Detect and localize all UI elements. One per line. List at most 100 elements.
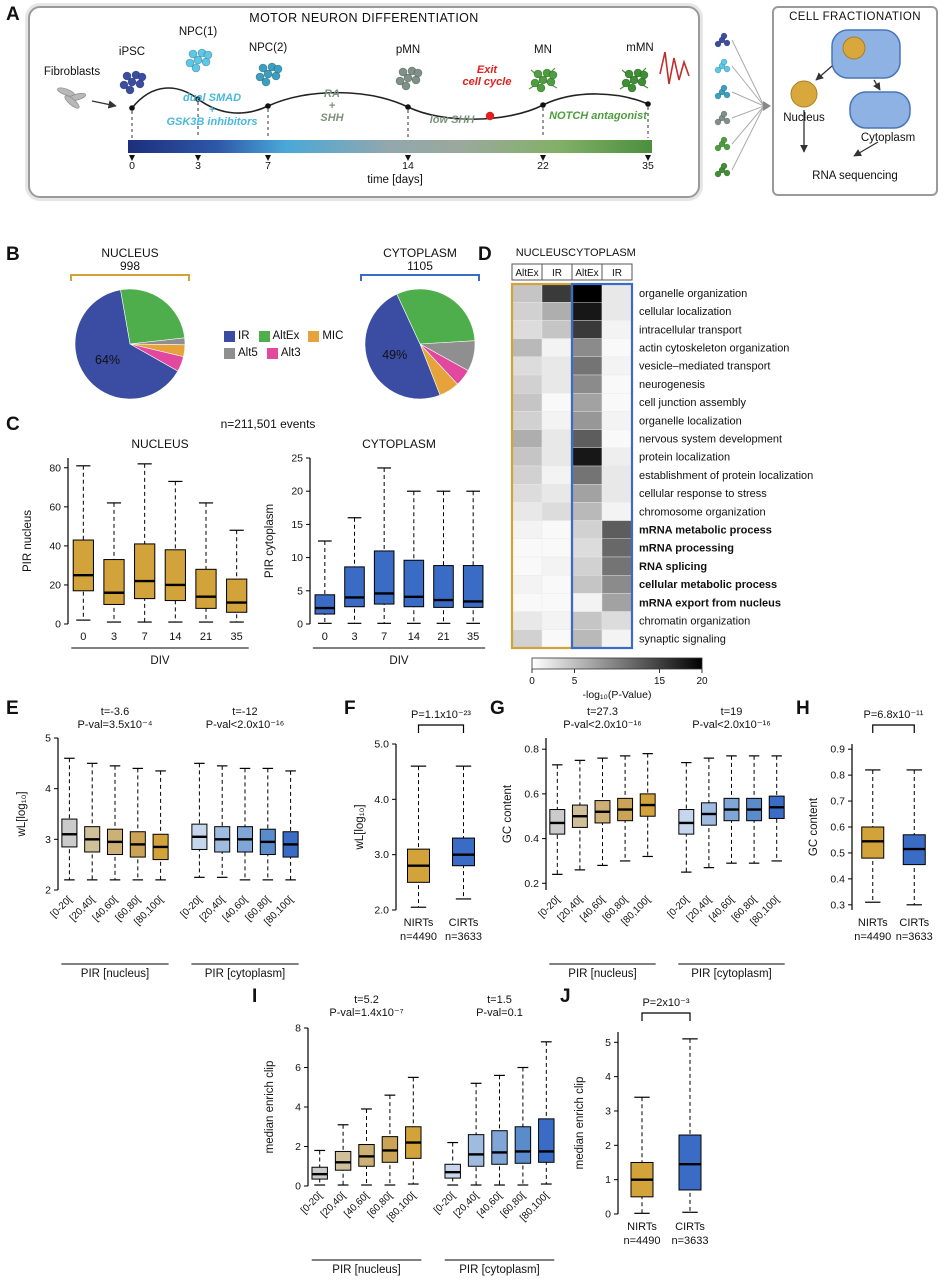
svg-text:35: 35 bbox=[467, 631, 479, 643]
svg-text:vesicle–mediated transport: vesicle–mediated transport bbox=[639, 361, 770, 373]
go-term-heatmap: NUCLEUS CYTOPLASM AltEx IR AltEx IR organelle … bbox=[498, 244, 942, 705]
svg-text:0.4: 0.4 bbox=[830, 873, 845, 885]
legend-label-alt5: Alt5 bbox=[238, 347, 258, 359]
treatment-dual-smad-line2: + bbox=[208, 104, 216, 116]
svg-text:PIR cytoplasm: PIR cytoplasm bbox=[264, 504, 276, 578]
svg-text:RNA splicing: RNA splicing bbox=[639, 561, 707, 573]
svg-text:P-val=1.4x10⁻⁷: P-val=1.4x10⁻⁷ bbox=[329, 1007, 403, 1019]
fractionation-schematic bbox=[790, 29, 911, 157]
mini-stage-icon bbox=[714, 110, 731, 126]
svg-text:1: 1 bbox=[605, 1174, 611, 1186]
cell-to-nucleus-arrow bbox=[815, 65, 833, 81]
svg-text:15: 15 bbox=[654, 676, 666, 687]
cell-nucleus-icon bbox=[842, 36, 866, 60]
timeline-bar bbox=[128, 140, 652, 153]
svg-text:t=19: t=19 bbox=[721, 706, 743, 718]
svg-text:NIRTs: NIRTs bbox=[404, 917, 434, 929]
timeline-tick-22: 22 bbox=[537, 160, 549, 172]
pie-cytoplasm-count: 1105 bbox=[407, 259, 433, 273]
svg-text:PIR nucleus: PIR nucleus bbox=[22, 510, 34, 572]
cytoplasm-pie-chart: 49% bbox=[359, 284, 481, 405]
stage-label-mn: MN bbox=[534, 44, 552, 56]
svg-text:0.6: 0.6 bbox=[830, 822, 845, 834]
timeline-tick-7: 7 bbox=[265, 160, 271, 172]
svg-text:0: 0 bbox=[297, 619, 303, 631]
svg-text:cell junction assembly: cell junction assembly bbox=[639, 397, 746, 409]
svg-text:20: 20 bbox=[49, 579, 61, 591]
legend-swatch-alt3 bbox=[266, 347, 278, 359]
legend-swatch-mic bbox=[308, 330, 320, 342]
pie-legend: IR AltEx MIC Alt5 Alt3 bbox=[224, 330, 348, 359]
legend-item-alt5: Alt5 bbox=[224, 347, 258, 359]
legend-item-altex: AltEx bbox=[258, 330, 299, 342]
svg-text:5: 5 bbox=[45, 733, 51, 745]
svg-text:4.0: 4.0 bbox=[374, 794, 389, 806]
legend-swatch-ir bbox=[224, 330, 235, 342]
svg-text:chromatin organization: chromatin organization bbox=[639, 616, 750, 628]
svg-text:NUCLEUS: NUCLEUS bbox=[516, 247, 569, 259]
timeline-tick-arrows bbox=[129, 155, 651, 161]
svg-text:4: 4 bbox=[605, 1071, 611, 1083]
svg-text:5: 5 bbox=[297, 585, 303, 597]
svg-text:14: 14 bbox=[169, 631, 181, 643]
svg-text:protein localization: protein localization bbox=[639, 452, 730, 464]
panel-label-g: G bbox=[490, 698, 505, 719]
svg-text:t=1.5: t=1.5 bbox=[487, 994, 512, 1006]
mini-arrow bbox=[763, 101, 771, 111]
svg-text:IR: IR bbox=[612, 268, 622, 279]
nucleus-count-bracket bbox=[70, 274, 190, 281]
svg-text:10: 10 bbox=[291, 552, 303, 564]
pie-nucleus-count: 998 bbox=[119, 259, 141, 273]
pie-cytoplasm-title: CYTOPLASM bbox=[383, 246, 457, 260]
svg-text:establishment of protein local: establishment of protein localization bbox=[639, 470, 813, 482]
svg-text:0: 0 bbox=[295, 1181, 301, 1193]
svg-text:NUCLEUS: NUCLEUS bbox=[131, 437, 188, 451]
svg-text:0.5: 0.5 bbox=[830, 847, 845, 859]
svg-text:3: 3 bbox=[605, 1105, 611, 1117]
stage-label-ipsc: iPSC bbox=[118, 46, 146, 58]
svg-text:n=3633: n=3633 bbox=[671, 1235, 708, 1247]
svg-text:5: 5 bbox=[572, 676, 578, 687]
svg-text:0: 0 bbox=[322, 631, 328, 643]
svg-text:2.0: 2.0 bbox=[374, 905, 389, 917]
panel-c-note: n=211,501 events bbox=[220, 417, 316, 431]
panel-label-c: C bbox=[6, 414, 20, 435]
differentiation-panel-box bbox=[28, 6, 700, 198]
svg-text:mRNA processing: mRNA processing bbox=[639, 543, 734, 555]
svg-text:PIR [nucleus]: PIR [nucleus] bbox=[568, 968, 636, 980]
ipsc-icon bbox=[119, 70, 147, 95]
cell-stages-mini-column bbox=[714, 32, 771, 178]
svg-text:n=4490: n=4490 bbox=[400, 931, 437, 943]
panel-label-h: H bbox=[796, 698, 810, 719]
svg-text:median enrich clip: median enrich clip bbox=[264, 1061, 276, 1154]
svg-text:synaptic signaling: synaptic signaling bbox=[639, 634, 726, 646]
pmn-icon bbox=[395, 66, 423, 91]
svg-text:0.2: 0.2 bbox=[524, 878, 539, 890]
svg-text:[40,60[: [40,60[ bbox=[342, 1190, 372, 1220]
svg-text:wL[log₁₀]: wL[log₁₀] bbox=[16, 791, 28, 837]
svg-text:AltEx: AltEx bbox=[575, 268, 598, 279]
mini-stage-icon bbox=[714, 32, 731, 48]
svg-text:P-val=3.5x10⁻⁴: P-val=3.5x10⁻⁴ bbox=[77, 719, 152, 731]
svg-text:6: 6 bbox=[295, 1062, 301, 1074]
legend-label-ir: IR bbox=[238, 330, 250, 342]
svg-text:P=1.1x10⁻²³: P=1.1x10⁻²³ bbox=[411, 709, 471, 721]
nucleus-pie-chart: 64% bbox=[69, 284, 191, 405]
svg-text:3.0: 3.0 bbox=[374, 849, 389, 861]
stage-label-mmn: mMN bbox=[626, 42, 654, 54]
svg-text:P=6.8x10⁻¹¹: P=6.8x10⁻¹¹ bbox=[864, 709, 924, 721]
fibroblasts-icon bbox=[57, 87, 87, 109]
svg-text:CIRTs: CIRTs bbox=[899, 917, 929, 929]
pie-nucleus-title: NUCLEUS bbox=[101, 246, 159, 260]
mini-stage-icon bbox=[714, 58, 731, 74]
svg-text:3: 3 bbox=[45, 834, 51, 846]
svg-text:25: 25 bbox=[291, 453, 303, 465]
svg-text:CIRTs: CIRTs bbox=[449, 917, 479, 929]
svg-text:intracellular transport: intracellular transport bbox=[639, 324, 742, 336]
legend-item-alt3: Alt3 bbox=[266, 347, 301, 359]
differentiation-schematic bbox=[57, 48, 690, 161]
svg-text:mRNA export from nucleus: mRNA export from nucleus bbox=[639, 597, 781, 609]
svg-text:8: 8 bbox=[295, 1023, 301, 1035]
mini-stage-icon bbox=[714, 162, 731, 178]
svg-text:5.0: 5.0 bbox=[374, 739, 389, 751]
